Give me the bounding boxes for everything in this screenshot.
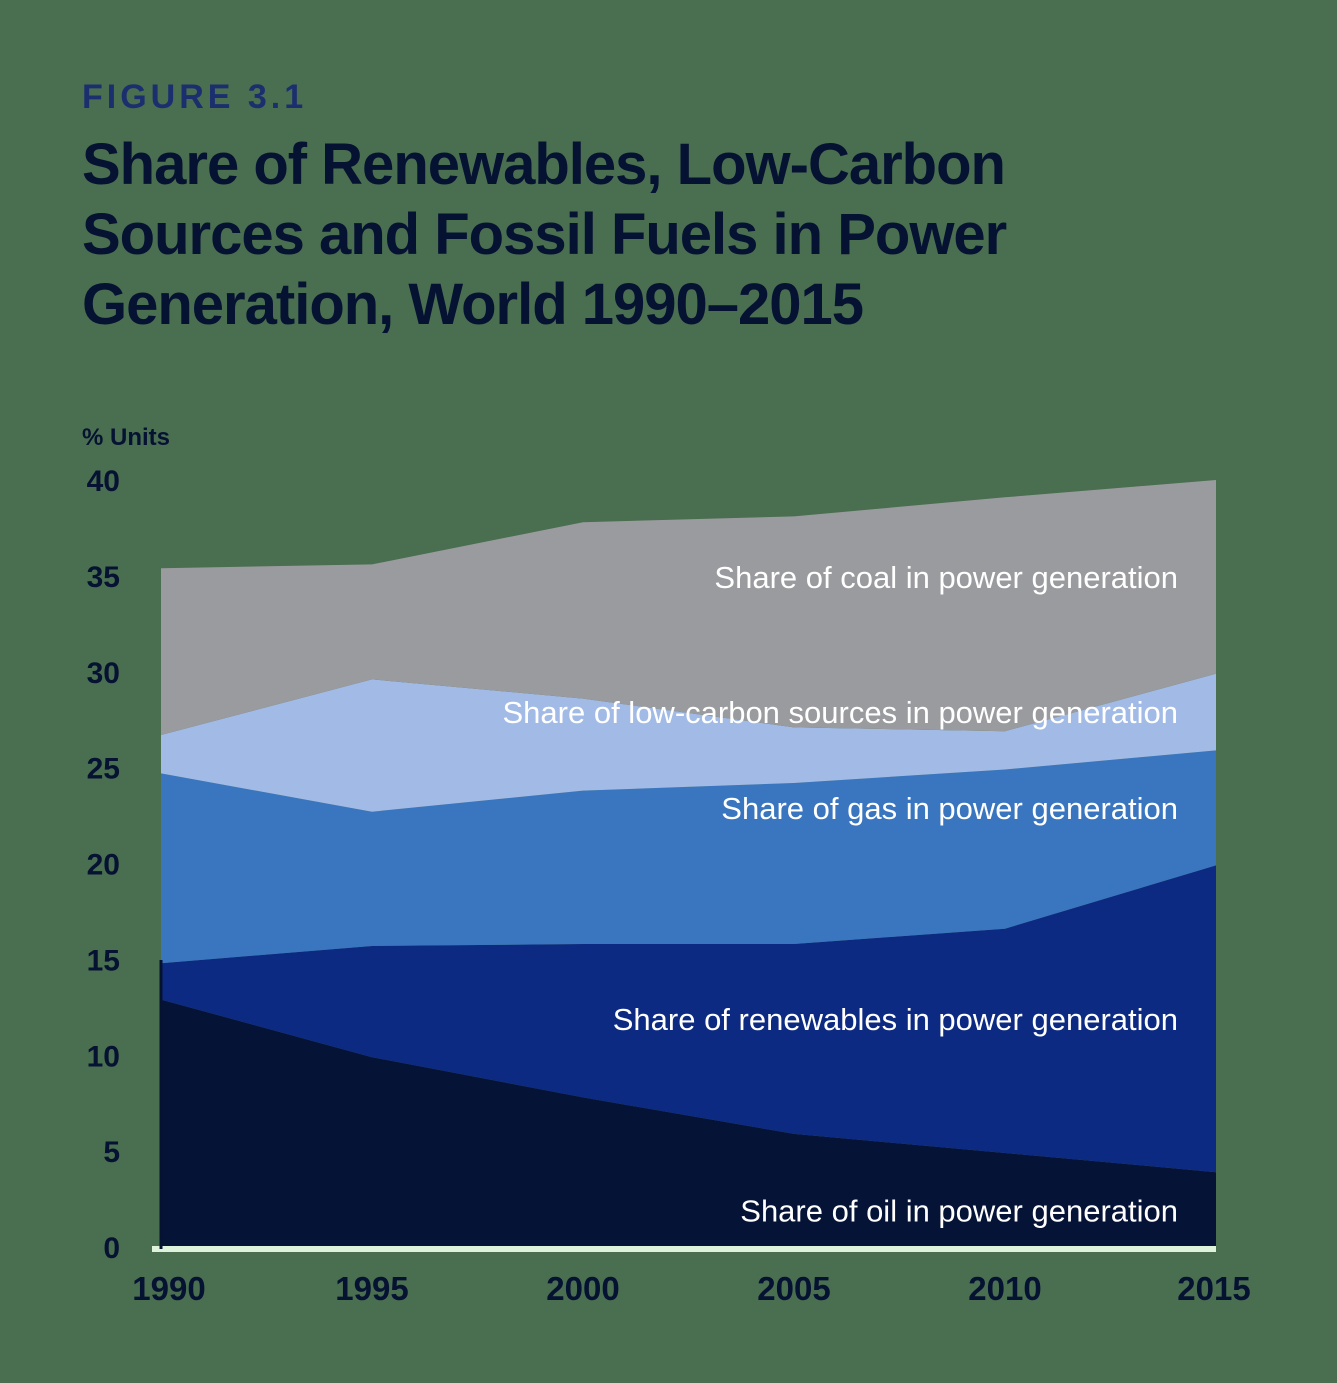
y-tick-label: 25 <box>87 753 120 786</box>
area-share-of-low-carbon-sources-in-power-generation <box>161 673 1216 812</box>
x-tick-label: 2015 <box>1177 1270 1250 1307</box>
y-tick-label: 20 <box>87 849 120 882</box>
series-label-share-of-oil-in-power-generation: Share of oil in power generation <box>740 1194 1178 1229</box>
y-tick-label: 0 <box>103 1232 120 1265</box>
x-tick-label: 2000 <box>546 1270 619 1307</box>
x-tick-label: 1990 <box>132 1270 205 1307</box>
area-share-of-coal-in-power-generation <box>161 480 1216 735</box>
area-share-of-oil-in-power-generation <box>161 999 1216 1247</box>
area-share-of-gas-in-power-generation <box>161 750 1216 964</box>
figure-label: FIGURE 3.1 <box>82 78 308 116</box>
y-tick-label: 5 <box>103 1136 120 1169</box>
y-axis-label: % Units <box>82 424 171 451</box>
x-tick-label: 2010 <box>968 1270 1041 1307</box>
series-label-share-of-coal-in-power-generation: Share of coal in power generation <box>714 560 1178 595</box>
series-label-share-of-gas-in-power-generation: Share of gas in power generation <box>721 791 1178 826</box>
y-tick-label: 40 <box>87 465 120 498</box>
y-tick-label: 10 <box>87 1040 120 1073</box>
area-share-of-renewables-in-power-generation <box>161 865 1216 1173</box>
x-tick-label: 2005 <box>757 1270 830 1307</box>
y-tick-label: 30 <box>87 657 120 690</box>
y-tick-label: 15 <box>87 944 120 977</box>
chart-title: Share of Renewables, Low-Carbon Sources … <box>82 132 1007 337</box>
series-label-share-of-low-carbon-sources-in-power-generation: Share of low-carbon sources in power gen… <box>503 695 1179 730</box>
series-label-share-of-renewables-in-power-generation: Share of renewables in power generation <box>613 1002 1178 1037</box>
y-tick-label: 35 <box>87 561 120 594</box>
x-tick-label: 1995 <box>335 1270 408 1307</box>
